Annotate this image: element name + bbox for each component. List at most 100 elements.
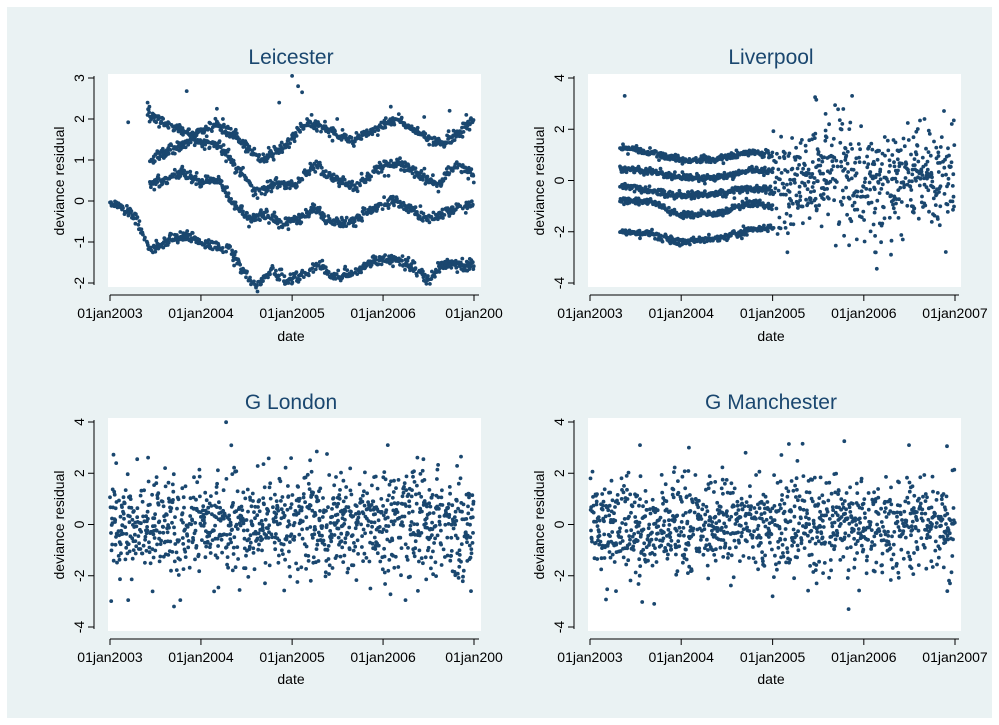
data-point [848, 142, 853, 147]
data-point [313, 267, 318, 272]
data-point [233, 250, 238, 254]
data-point [638, 236, 642, 241]
data-point [896, 216, 901, 220]
data-point [810, 185, 815, 189]
data-point [740, 236, 744, 241]
data-point [946, 146, 950, 151]
data-point [151, 555, 156, 560]
data-point [303, 500, 307, 505]
data-point [319, 165, 324, 170]
data-point [281, 542, 286, 547]
data-point [141, 543, 146, 548]
data-point [868, 229, 873, 234]
data-point [775, 151, 779, 156]
data-point [153, 249, 158, 254]
data-point [231, 501, 236, 505]
data-point [113, 518, 118, 522]
data-point [236, 557, 241, 561]
data-point [400, 254, 405, 258]
data-point [169, 232, 174, 237]
data-point [285, 222, 290, 227]
data-point [356, 520, 360, 525]
data-point [380, 567, 385, 572]
data-point [310, 266, 315, 271]
data-point [182, 505, 186, 510]
data-point [936, 170, 941, 174]
data-point [936, 154, 941, 158]
data-point [316, 559, 321, 563]
data-point [854, 237, 859, 242]
data-point [282, 513, 287, 518]
y-tick-label: 1 [71, 156, 87, 164]
data-point [420, 509, 424, 514]
data-point [188, 140, 193, 145]
data-point [365, 491, 369, 496]
data-point [167, 525, 171, 530]
data-point [852, 200, 857, 205]
data-point [204, 498, 209, 503]
data-point [171, 489, 176, 494]
data-point [867, 180, 872, 185]
data-point [862, 180, 867, 185]
data-point [370, 524, 374, 529]
data-point [287, 549, 291, 554]
data-point [868, 170, 873, 174]
x-tick-label: 01jan2003 [557, 305, 623, 321]
data-point [297, 532, 302, 537]
data-point [847, 243, 851, 248]
data-point [168, 148, 173, 152]
y-tick-label: -4 [71, 621, 87, 634]
data-point [951, 207, 955, 212]
data-point [410, 488, 414, 492]
data-point [238, 209, 243, 214]
data-point [119, 551, 123, 556]
data-point [320, 524, 325, 528]
data-point [949, 160, 954, 165]
data-point [206, 510, 211, 515]
data-point [813, 131, 818, 136]
data-point [855, 189, 860, 194]
data-point [118, 514, 123, 519]
data-point [299, 505, 304, 510]
data-point [935, 217, 940, 221]
data-point [207, 145, 212, 150]
data-point [819, 224, 824, 229]
data-point [111, 452, 116, 457]
data-point [351, 563, 356, 568]
data-point [129, 577, 134, 582]
data-point [232, 465, 237, 470]
data-point [113, 542, 118, 547]
data-point [290, 493, 295, 497]
data-point [228, 244, 233, 249]
data-point [245, 487, 250, 492]
data-point [214, 485, 219, 489]
data-point [916, 216, 921, 221]
data-point [946, 182, 951, 186]
data-point [199, 184, 204, 189]
data-point [412, 469, 416, 474]
data-point [354, 504, 359, 508]
data-point [831, 164, 836, 169]
data-point [950, 199, 955, 204]
data-point [370, 132, 375, 137]
y-tick-label: 0 [551, 176, 567, 184]
data-point [166, 553, 171, 557]
data-point [295, 184, 299, 189]
data-point [157, 157, 162, 162]
data-point [883, 153, 887, 158]
data-point [648, 146, 652, 150]
data-point [321, 496, 325, 500]
data-point [909, 152, 913, 157]
data-point [770, 150, 775, 155]
data-point [161, 245, 166, 250]
data-point [274, 176, 279, 180]
data-point [209, 494, 213, 498]
data-point [245, 269, 249, 274]
data-point [383, 125, 388, 130]
data-point [647, 184, 652, 189]
data-point [127, 514, 132, 519]
data-point [833, 103, 837, 107]
data-point [170, 520, 174, 525]
data-point [412, 480, 417, 484]
data-point [292, 139, 297, 144]
